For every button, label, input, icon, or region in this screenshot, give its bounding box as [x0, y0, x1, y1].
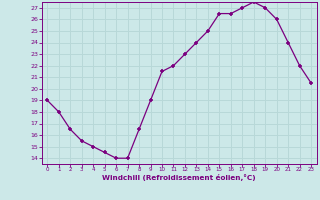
X-axis label: Windchill (Refroidissement éolien,°C): Windchill (Refroidissement éolien,°C): [102, 174, 256, 181]
